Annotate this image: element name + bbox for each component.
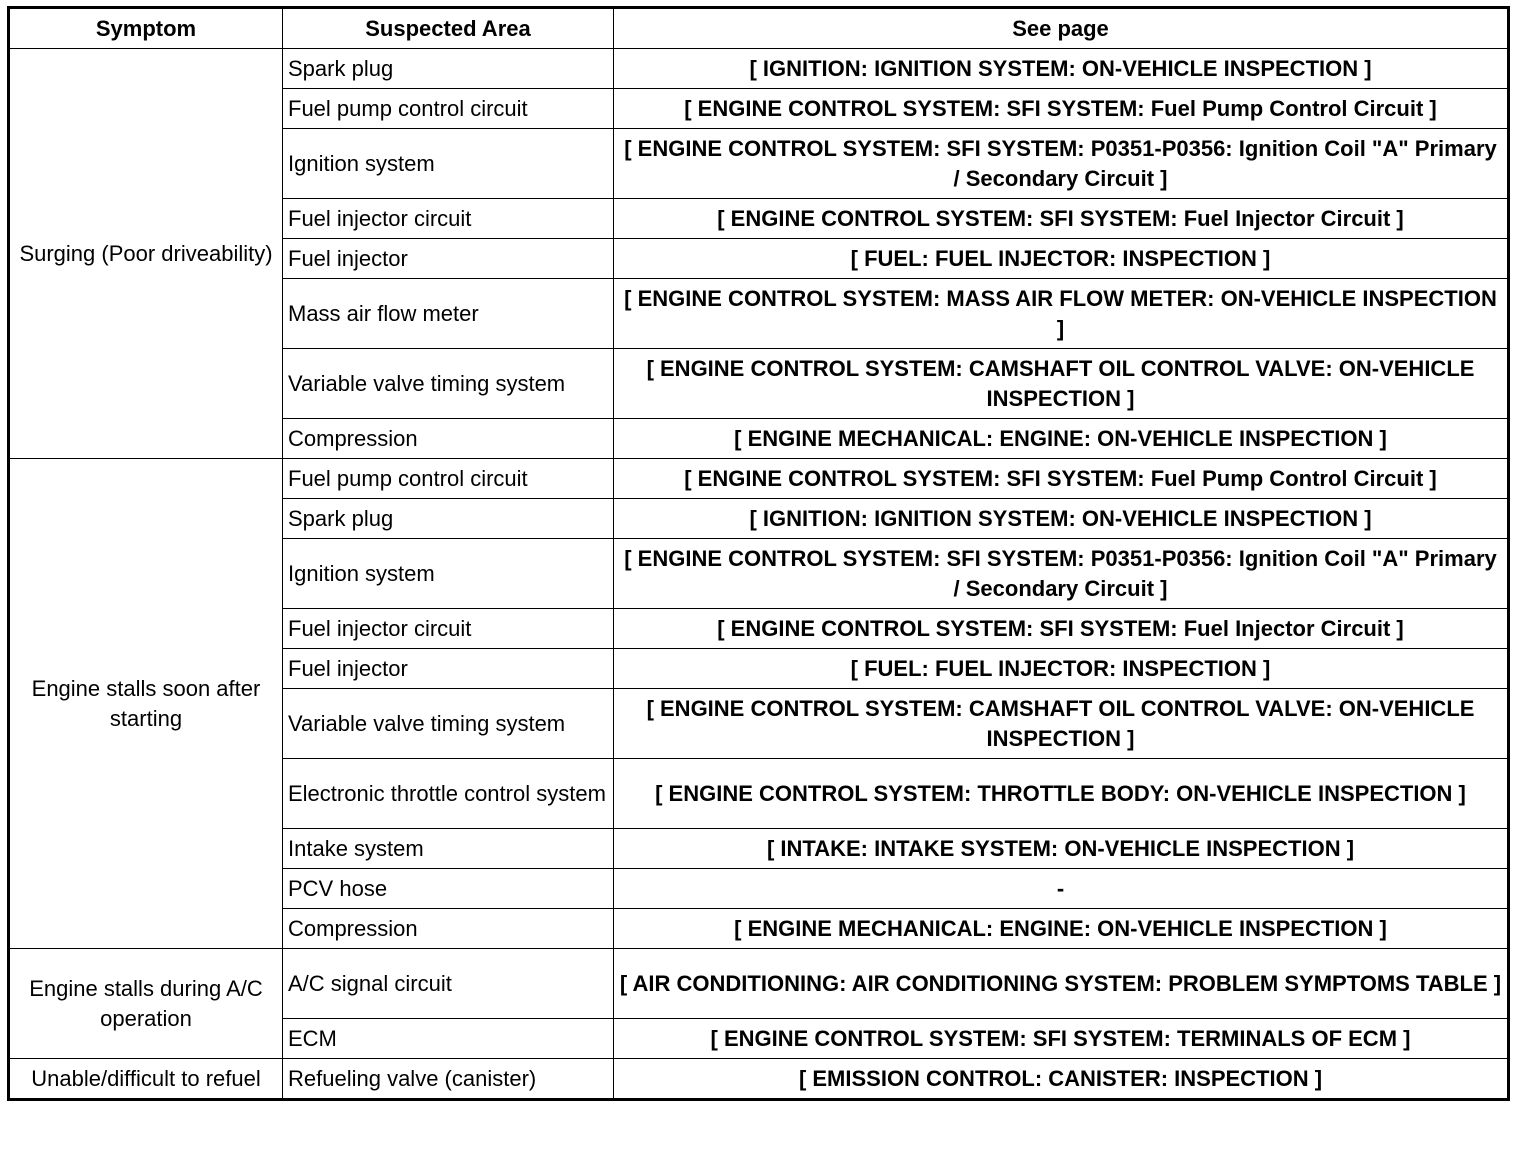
table-row: Variable valve timing system[ ENGINE CON…: [9, 348, 1509, 419]
symptom-cell: Engine stalls soon after starting: [8, 458, 283, 949]
header-see-page: See page: [613, 7, 1509, 49]
table-row: Engine stalls soon after starting Fuel pu…: [8, 458, 1509, 949]
see-page-reference[interactable]: [ ENGINE CONTROL SYSTEM: SFI SYSTEM: P03…: [613, 128, 1509, 199]
suspected-area-cell: Refueling valve (canister): [282, 1058, 614, 1100]
symptom-cell: Engine stalls during A/C operation: [8, 948, 283, 1059]
see-page-reference: -: [613, 868, 1509, 909]
suspected-area-cell: Ignition system: [282, 538, 614, 609]
table-row: Intake system[ INTAKE: INTAKE SYSTEM: ON…: [9, 828, 1509, 869]
see-page-reference[interactable]: [ ENGINE CONTROL SYSTEM: MASS AIR FLOW M…: [613, 278, 1509, 349]
suspected-area-cell: Variable valve timing system: [282, 348, 614, 419]
suspected-area-cell: PCV hose: [282, 868, 614, 909]
table-row: Engine stalls during A/C operation A/C si…: [8, 948, 1509, 1059]
see-page-reference[interactable]: [ EMISSION CONTROL: CANISTER: INSPECTION…: [613, 1058, 1509, 1100]
see-page-reference[interactable]: [ ENGINE CONTROL SYSTEM: SFI SYSTEM: Fue…: [613, 198, 1509, 239]
suspected-area-cell: Fuel pump control circuit: [282, 88, 614, 129]
suspected-area-cell: Ignition system: [282, 128, 614, 199]
table-body: Surging (Poor driveability) Spark plug[ I…: [8, 48, 1509, 1100]
table-row: Compression[ ENGINE MECHANICAL: ENGINE: …: [9, 908, 1509, 949]
table-row: Fuel pump control circuit[ ENGINE CONTRO…: [9, 88, 1509, 129]
problem-symptoms-table: Symptom Suspected Area See page Surging …: [7, 6, 1510, 1101]
see-page-reference[interactable]: [ FUEL: FUEL INJECTOR: INSPECTION ]: [613, 648, 1509, 689]
table-row: Fuel injector circuit[ ENGINE CONTROL SY…: [9, 198, 1509, 239]
header-suspected-area: Suspected Area: [282, 7, 614, 49]
suspected-area-cell: Electronic throttle control system: [282, 758, 614, 829]
suspected-area-cell: Intake system: [282, 828, 614, 869]
table-row: Compression[ ENGINE MECHANICAL: ENGINE: …: [9, 418, 1509, 459]
see-page-reference[interactable]: [ IGNITION: IGNITION SYSTEM: ON-VEHICLE …: [613, 498, 1509, 539]
suspected-area-cell: Fuel injector: [282, 648, 614, 689]
suspected-area-cell: A/C signal circuit: [282, 948, 614, 1019]
see-page-reference[interactable]: [ IGNITION: IGNITION SYSTEM: ON-VEHICLE …: [613, 48, 1509, 89]
see-page-reference[interactable]: [ ENGINE CONTROL SYSTEM: CAMSHAFT OIL CO…: [613, 688, 1509, 759]
see-page-reference[interactable]: [ ENGINE MECHANICAL: ENGINE: ON-VEHICLE …: [613, 418, 1509, 459]
see-page-reference[interactable]: [ ENGINE CONTROL SYSTEM: THROTTLE BODY: …: [613, 758, 1509, 829]
header-symptom: Symptom: [8, 7, 283, 49]
see-page-reference[interactable]: [ ENGINE CONTROL SYSTEM: SFI SYSTEM: Fue…: [613, 88, 1509, 129]
suspected-area-cell: Fuel injector circuit: [282, 608, 614, 649]
table-row: Spark plug[ IGNITION: IGNITION SYSTEM: O…: [9, 498, 1509, 539]
symptom-cell: Unable/difficult to refuel: [8, 1058, 283, 1100]
suspected-area-cell: Compression: [282, 908, 614, 949]
suspected-area-cell: Compression: [282, 418, 614, 459]
see-page-reference[interactable]: [ FUEL: FUEL INJECTOR: INSPECTION ]: [613, 238, 1509, 279]
suspected-area-cell: Fuel injector: [282, 238, 614, 279]
suspected-area-cell: Fuel injector circuit: [282, 198, 614, 239]
see-page-reference[interactable]: [ ENGINE CONTROL SYSTEM: SFI SYSTEM: Fue…: [613, 608, 1509, 649]
suspected-area-cell: ECM: [282, 1018, 614, 1059]
header-row: Symptom Suspected Area See page: [8, 7, 1509, 49]
see-page-reference[interactable]: [ AIR CONDITIONING: AIR CONDITIONING SYS…: [613, 948, 1509, 1019]
table-row: Surging (Poor driveability) Spark plug[ I…: [8, 48, 1509, 459]
suspected-area-cell: Spark plug: [282, 498, 614, 539]
table-row: Mass air flow meter[ ENGINE CONTROL SYST…: [9, 278, 1509, 349]
suspected-area-cell: Mass air flow meter: [282, 278, 614, 349]
suspected-area-cell: Fuel pump control circuit: [282, 458, 614, 499]
suspected-area-cell: Spark plug: [282, 48, 614, 89]
see-page-reference[interactable]: [ ENGINE CONTROL SYSTEM: SFI SYSTEM: Fue…: [613, 458, 1509, 499]
table-row: Ignition system[ ENGINE CONTROL SYSTEM: …: [9, 538, 1509, 609]
see-page-reference[interactable]: [ INTAKE: INTAKE SYSTEM: ON-VEHICLE INSP…: [613, 828, 1509, 869]
table-row: Fuel injector[ FUEL: FUEL INJECTOR: INSP…: [9, 648, 1509, 689]
see-page-reference[interactable]: [ ENGINE CONTROL SYSTEM: SFI SYSTEM: P03…: [613, 538, 1509, 609]
see-page-reference[interactable]: [ ENGINE CONTROL SYSTEM: CAMSHAFT OIL CO…: [613, 348, 1509, 419]
table-row: Unable/difficult to refuel Refueling valv…: [8, 1058, 1509, 1100]
table-row: Variable valve timing system[ ENGINE CON…: [9, 688, 1509, 759]
see-page-reference[interactable]: [ ENGINE CONTROL SYSTEM: SFI SYSTEM: TER…: [613, 1018, 1509, 1059]
table-row: ECM[ ENGINE CONTROL SYSTEM: SFI SYSTEM: …: [9, 1018, 1509, 1059]
symptom-cell: Surging (Poor driveability): [8, 48, 283, 459]
see-page-reference[interactable]: [ ENGINE MECHANICAL: ENGINE: ON-VEHICLE …: [613, 908, 1509, 949]
table-row: Electronic throttle control system[ ENGI…: [9, 758, 1509, 829]
table-row: Fuel injector[ FUEL: FUEL INJECTOR: INSP…: [9, 238, 1509, 279]
suspected-area-cell: Variable valve timing system: [282, 688, 614, 759]
